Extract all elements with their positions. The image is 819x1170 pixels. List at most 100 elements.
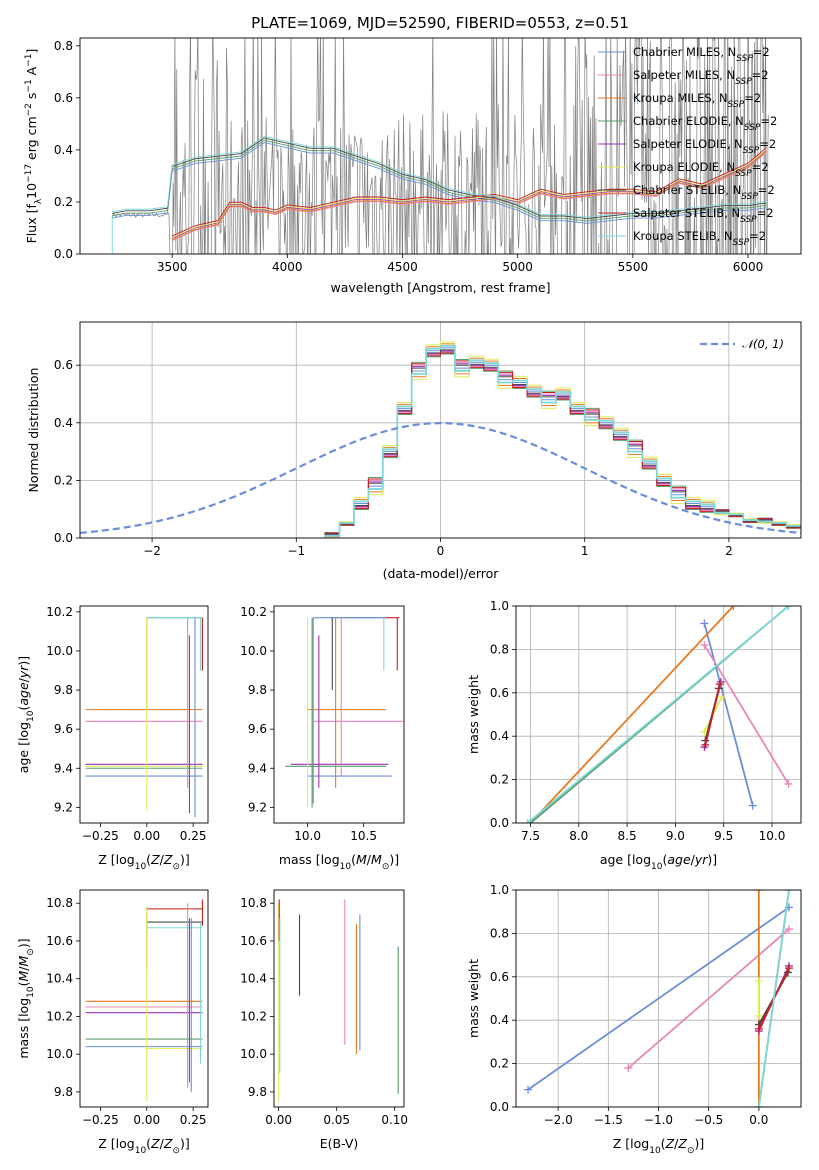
y-axis-label-part: Flux [f [24,204,39,244]
legend-label-part: =2 [744,91,761,105]
y-tick-label: 0.0 [490,1100,509,1114]
x-tick-label: 0.25 [180,829,207,843]
y-axis-label: mass [log10(M/M⊙)] [16,938,36,1058]
x-tick-label: 6000 [733,260,764,274]
model-4 [112,139,767,222]
x-tick-label: 0.00 [133,829,160,843]
x-tick-label: −0.25 [82,829,119,843]
y-axis-label-part: / [16,966,31,971]
x-axis-label: Z [log10(Z/Z⊙)] [98,1136,190,1156]
legend-label-part: =2 [752,160,769,174]
x-tick-label: 0.05 [323,1113,350,1127]
y-tick-label: 9.4 [54,761,73,775]
chart-mass-vs-Z: −0.25 0.00 0.25 9.8 10.0 10.2 10.4 10.6 10.8 Z [l… [16,889,209,1156]
weight-marker-series-2 [700,641,709,650]
y-tick-label: 10.0 [46,1047,73,1061]
weight-line-series-9 [757,890,790,1107]
legend-label-part: Chabrier ELODIE, N [633,114,744,128]
x-axis-label-part: / [674,1136,679,1151]
axes-frame [273,889,405,1108]
x-axis-label-part: ( [146,852,151,867]
y-axis-label-part: / [16,677,31,682]
x-tick-label: 10.5 [350,829,377,843]
x-axis-label-part: ⊙ [687,1146,695,1156]
weight-marker-series-2 [624,1063,633,1072]
x-axis-label-part: Z [log [98,1136,134,1151]
x-axis-label-part: ⊙ [172,862,180,872]
legend-label: Chabrier MILES, NSSP=2 [633,45,770,64]
x-axis-label-part: Z [163,852,173,867]
y-axis-label-part: yr [16,665,31,679]
y-axis-label-part: )] [16,656,31,666]
y-axis-label-part: M [16,955,31,966]
y-tick-label: 0.4 [54,416,73,430]
legend-label-part: SSP [736,54,753,64]
y-axis-label: Flux [fλ10−17 erg cm−2 s−1 A−1] [24,49,44,244]
x-axis-label-part: 10 [649,1146,661,1156]
y-tick-label: 10.2 [46,605,73,619]
x-axis-label: E(B-V) [320,1136,359,1151]
legend-label-part: =2 [757,206,774,220]
y-axis-label-part: −1 [24,79,34,92]
model-1 [112,142,767,224]
y-tick-label: 9.2 [248,800,267,814]
plot-layer: 3500 4000 4500 5000 5500 6000 0.0 0.2 0.4 0.6 0.8 w… [16,37,802,1156]
y-tick-label: 9.8 [54,1085,73,1099]
y-tick-label: 0.0 [490,816,509,830]
x-axis-label-part: M [356,852,367,867]
x-axis-label: Z [log10(Z/Z⊙)] [98,852,190,872]
x-axis-label-part: / [367,852,372,867]
y-tick-label: 0.8 [54,39,73,53]
x-axis-label-part: Z [log [98,852,134,867]
y-axis-label-group: mass [log10(M/M⊙)] [16,938,36,1058]
x-tick-label: 9.0 [666,829,685,843]
weight-marker-series-6 [717,693,726,702]
y-tick-label: 1.0 [490,599,509,613]
plot-area [278,899,399,1102]
x-tick-label: 3500 [157,260,188,274]
x-axis-label-part: )] [180,852,190,867]
legend-label: Chabrier STELIB, NSSP=2 [633,183,775,202]
y-tick-label: 10.8 [240,896,267,910]
weight-line-series-3 [529,606,735,823]
y-axis-label-group: age [log10(age/yr)] [16,656,36,773]
model-3 [171,151,767,241]
x-axis-label: Z [log10(Z/Z⊙)] [613,1136,705,1156]
y-axis-label-part: 10 [24,183,39,199]
weight-line-series-8 [704,683,721,746]
weight-line-series-1 [703,623,754,806]
y-axis-label: age [log10(age/yr)] [16,656,36,773]
y-tick-label: 0.2 [54,195,73,209]
x-tick-label: 5000 [502,260,533,274]
legend-label-part: SSP [735,77,752,87]
y-tick-label: 0.4 [54,143,73,157]
legend-label-part: Kroupa ELODIE, N [633,160,735,174]
weight-marker-series-2 [784,925,793,934]
legend-label: Salpeter ELODIE, NSSP=2 [633,137,776,156]
weight-line-series-2 [627,928,790,1069]
x-tick-label: −0.5 [694,1113,723,1127]
x-axis-label-part: 10 [651,862,663,872]
legend-label-part: =2 [752,68,769,82]
y-axis-label-part: ( [16,706,31,711]
x-axis-label-part: Z [677,1136,687,1151]
x-axis-label-part: )] [180,1136,190,1151]
chart-age-vs-mass: 10.0 10.5 9.2 9.4 9.6 9.8 10.0 10.2 mass [log10(… [240,605,405,872]
axes-frame [515,889,802,1108]
legend-label-part: SSP [733,238,750,248]
y-tick-label: 1.0 [490,883,509,897]
legend-label: 𝒩(0, 1) [742,337,784,351]
y-axis-label: mass weight [466,675,481,754]
x-axis-label-part: 10 [135,862,147,872]
weight-marker-series-2 [784,779,793,788]
y-tick-label: 10.2 [240,605,267,619]
x-tick-label: 9.5 [714,829,733,843]
x-tick-label: 8.5 [618,829,637,843]
weight-line-series-9 [527,606,790,823]
legend-label-part: =2 [760,114,777,128]
x-tick-label: −1.0 [644,1113,673,1127]
y-tick-label: 10.2 [46,1009,73,1023]
y-axis-label-part: age [log [16,722,31,773]
weight-marker-series-9 [784,606,793,610]
